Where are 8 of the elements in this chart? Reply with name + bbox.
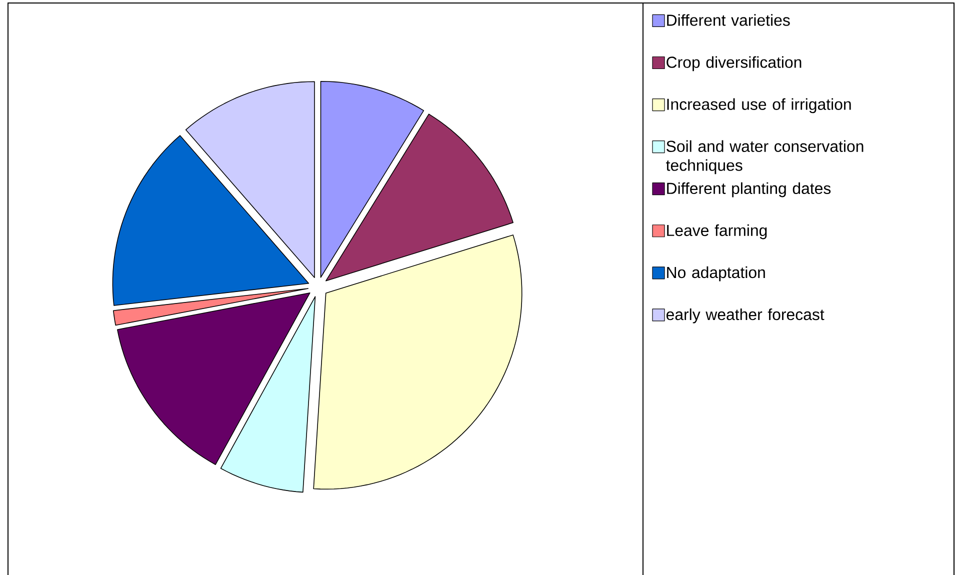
- legend-label: Different varieties: [667, 14, 790, 26]
- legend-label: No adaptation: [667, 266, 765, 282]
- legend-label: Leave farming: [667, 224, 767, 240]
- legend-label: early weather forecast: [666, 308, 824, 324]
- legend-label: Increased use of irrigation: [667, 98, 851, 114]
- legend-label: Different planting dates: [667, 182, 831, 198]
- legend-label: Crop diversification: [666, 56, 802, 72]
- legend-label: Soil and water conservation techniques: [666, 140, 864, 174]
